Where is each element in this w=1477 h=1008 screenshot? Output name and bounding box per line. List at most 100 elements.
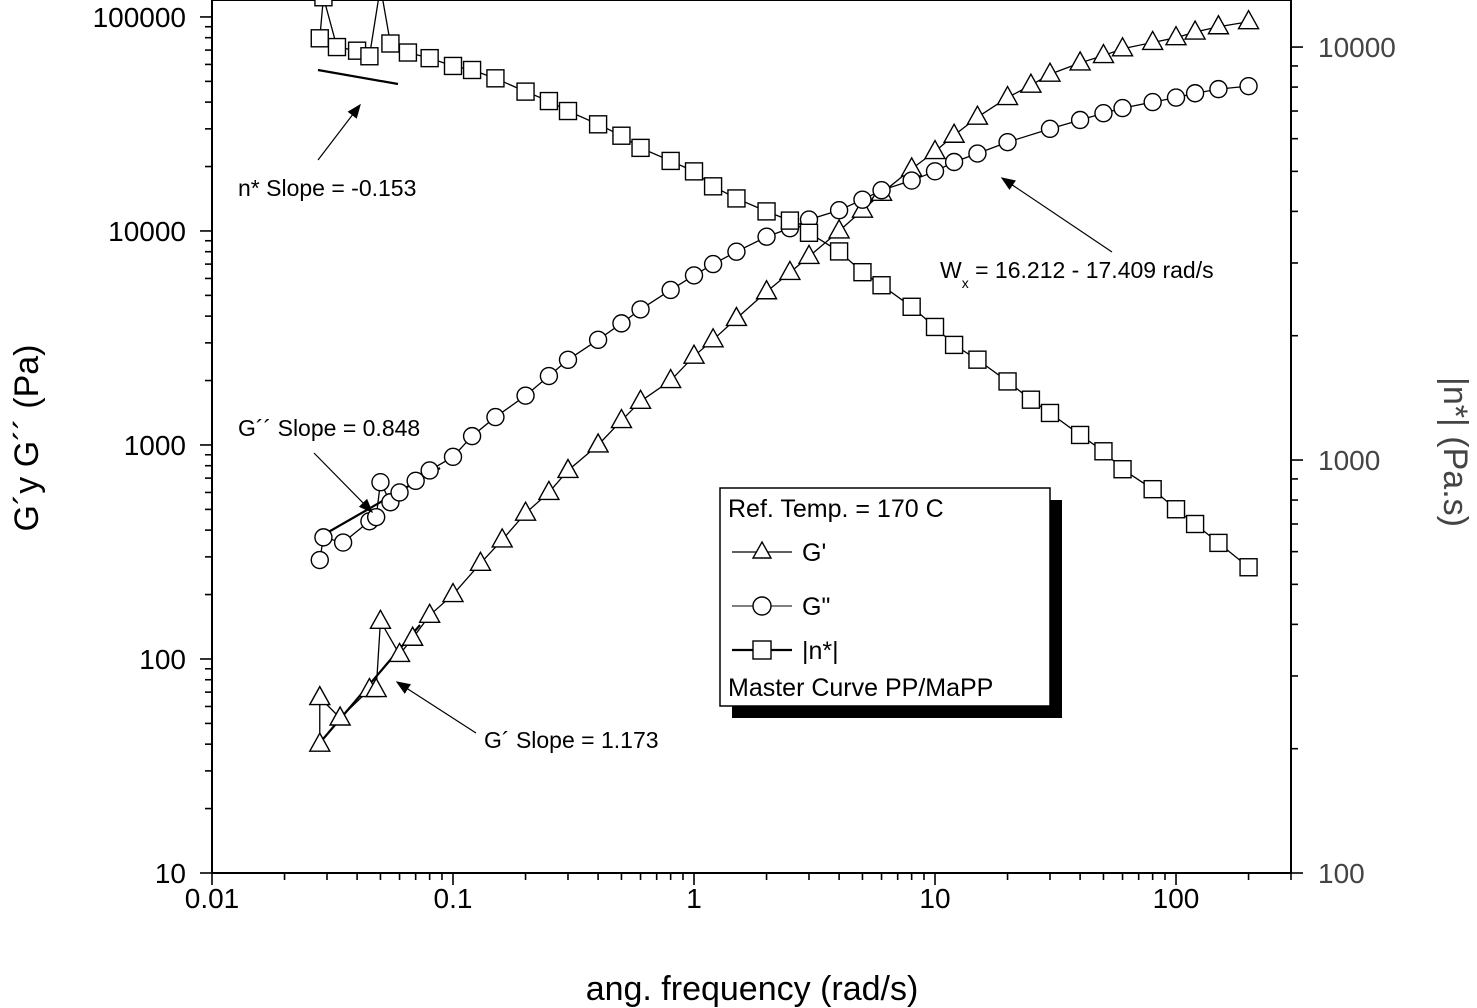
point-square bbox=[1040, 403, 1060, 423]
x-axis-title: ang. frequency (rad/s) bbox=[586, 970, 919, 1008]
point-square bbox=[703, 177, 723, 196]
point-circle bbox=[539, 366, 559, 386]
point-square bbox=[757, 202, 776, 221]
legend-label-n-star: |n*| bbox=[802, 637, 839, 665]
y-tick-label: 100 bbox=[139, 644, 186, 675]
point-square bbox=[381, 34, 400, 53]
series-square bbox=[310, 0, 1258, 577]
point-square bbox=[588, 115, 608, 134]
point-circle bbox=[1166, 88, 1186, 107]
legend-box bbox=[719, 487, 1051, 707]
point-triangle bbox=[469, 550, 492, 571]
point-triangle bbox=[966, 104, 989, 125]
point-square bbox=[631, 138, 650, 158]
point-triangle bbox=[369, 608, 392, 630]
point-square bbox=[1185, 514, 1205, 534]
point-triangle bbox=[556, 458, 580, 479]
point-square bbox=[902, 297, 921, 316]
y-tick-label: 1000 bbox=[124, 430, 186, 461]
point-square bbox=[360, 47, 379, 66]
point-square bbox=[1209, 533, 1228, 553]
point-circle bbox=[486, 407, 505, 427]
y-axis-ticks: 10 100 1000 10000 100000 bbox=[93, 2, 212, 889]
point-square bbox=[684, 162, 704, 181]
point-circle bbox=[366, 507, 386, 527]
point-triangle bbox=[491, 527, 514, 548]
series-line-square bbox=[319, 0, 1249, 568]
fit-line-n-star bbox=[317, 68, 399, 86]
legend-entry-n-star: |n*| bbox=[732, 637, 839, 665]
point-square bbox=[612, 126, 631, 145]
point-triangle bbox=[364, 677, 388, 698]
point-circle bbox=[829, 201, 849, 220]
point-circle bbox=[462, 426, 482, 446]
point-circle bbox=[1185, 84, 1205, 103]
point-circle bbox=[1040, 119, 1060, 139]
plot-frame bbox=[211, 0, 1292, 874]
point-triangle bbox=[1092, 43, 1115, 64]
annotation-g-double-prime-slope: G´´ Slope = 0.848 bbox=[238, 415, 420, 441]
point-circle bbox=[588, 330, 608, 350]
point-square bbox=[558, 101, 578, 121]
point-triangle bbox=[942, 122, 966, 143]
point-square bbox=[1113, 460, 1132, 479]
y-tick-label: 10 bbox=[155, 858, 186, 889]
arrow-n-star-slope bbox=[317, 103, 361, 161]
point-triangle bbox=[827, 218, 851, 239]
point-circle bbox=[757, 227, 776, 246]
y2-axis-title: |n*| (Pa.s) bbox=[1436, 377, 1474, 527]
point-circle bbox=[1113, 98, 1132, 118]
point-triangle bbox=[1183, 19, 1207, 40]
point-triangle bbox=[1019, 72, 1043, 93]
point-triangle bbox=[586, 432, 610, 453]
point-triangle bbox=[629, 388, 652, 409]
point-circle bbox=[661, 280, 680, 300]
point-triangle bbox=[610, 408, 633, 429]
point-circle bbox=[333, 533, 353, 552]
point-circle bbox=[558, 350, 578, 370]
y2-tick-label: 100 bbox=[1318, 858, 1365, 889]
point-square bbox=[727, 189, 746, 208]
point-square bbox=[1094, 442, 1113, 461]
point-triangle bbox=[441, 582, 465, 603]
point-square bbox=[829, 242, 849, 261]
legend: Ref. Temp. = 170 C G' G" |n*| Master Cur… bbox=[719, 487, 1062, 718]
point-triangle bbox=[418, 602, 441, 624]
point-triangle bbox=[923, 139, 947, 160]
y-tick-label: 100000 bbox=[93, 2, 186, 33]
point-square bbox=[1239, 558, 1258, 577]
point-circle bbox=[310, 550, 329, 570]
x-tick-label: 0.1 bbox=[434, 883, 473, 914]
point-triangle bbox=[1038, 61, 1062, 82]
point-square bbox=[968, 350, 987, 369]
point-square bbox=[516, 82, 535, 101]
point-triangle bbox=[682, 343, 706, 364]
point-circle bbox=[703, 254, 723, 274]
y-tick-label: 10000 bbox=[108, 216, 186, 247]
point-circle bbox=[420, 461, 439, 480]
point-circle bbox=[612, 314, 631, 333]
point-triangle bbox=[755, 279, 778, 300]
point-triangle bbox=[401, 625, 424, 646]
point-triangle bbox=[996, 85, 1019, 106]
point-circle bbox=[516, 386, 535, 405]
annotation-crossover-subscript: x bbox=[962, 275, 969, 291]
arrow-crossover bbox=[1000, 177, 1113, 253]
annotation-crossover: Wx = 16.212 - 17.409 rad/s bbox=[940, 257, 1214, 291]
point-square bbox=[1143, 479, 1162, 499]
y-axis-title: G´y G´´ (Pa) bbox=[8, 345, 46, 532]
point-circle bbox=[684, 266, 704, 285]
point-triangle bbox=[797, 244, 821, 265]
legend-label-g-double-prime: G" bbox=[802, 593, 830, 621]
point-square bbox=[314, 0, 333, 7]
legend-label-g-prime: G' bbox=[802, 539, 826, 567]
point-circle bbox=[631, 300, 650, 319]
point-circle bbox=[314, 528, 333, 547]
point-triangle bbox=[308, 685, 331, 706]
annotation-n-star-slope: n* Slope = -0.153 bbox=[238, 175, 416, 201]
point-triangle bbox=[701, 327, 725, 348]
point-circle bbox=[727, 242, 746, 261]
point-square bbox=[998, 372, 1017, 391]
point-triangle bbox=[778, 259, 802, 281]
